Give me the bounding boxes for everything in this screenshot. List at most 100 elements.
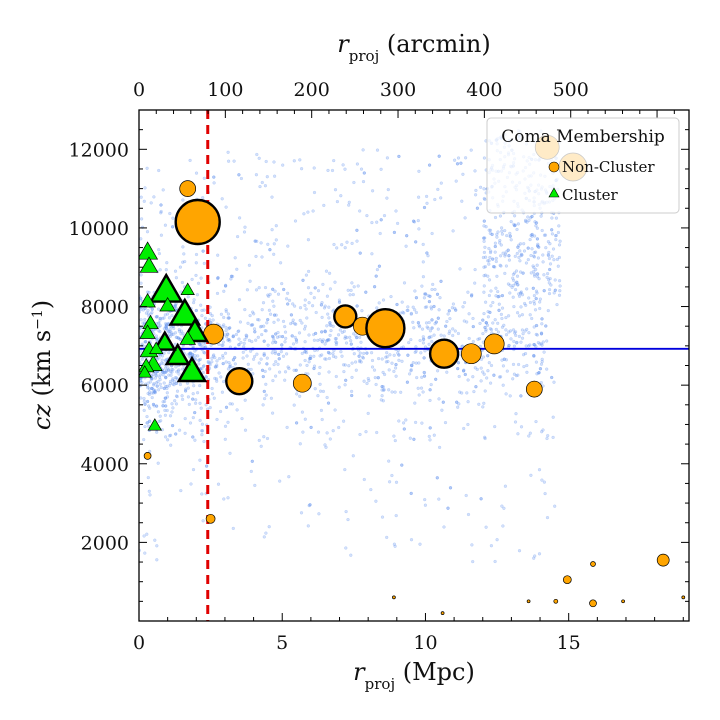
background-galaxy-point bbox=[441, 400, 445, 404]
background-galaxy-point bbox=[417, 393, 421, 397]
background-galaxy-point bbox=[247, 263, 251, 267]
background-galaxy-point bbox=[428, 426, 432, 430]
non-cluster-point bbox=[174, 198, 221, 246]
background-galaxy-point bbox=[342, 419, 346, 423]
background-galaxy-point bbox=[408, 372, 412, 376]
y-tick-label: 4000 bbox=[81, 454, 129, 476]
background-galaxy-point bbox=[274, 360, 278, 364]
background-galaxy-point bbox=[390, 473, 394, 478]
background-galaxy-point bbox=[496, 230, 500, 234]
background-galaxy-point bbox=[530, 316, 534, 321]
non-cluster-point bbox=[440, 611, 445, 615]
background-galaxy-point bbox=[409, 368, 413, 372]
background-galaxy-point bbox=[427, 336, 431, 340]
background-galaxy-point bbox=[335, 200, 339, 204]
background-galaxy-point bbox=[198, 401, 202, 405]
background-galaxy-point bbox=[507, 343, 511, 348]
legend: Coma Membership Non-Cluster Cluster bbox=[486, 117, 680, 214]
background-galaxy-point bbox=[358, 251, 362, 255]
background-galaxy-point bbox=[227, 316, 231, 320]
background-galaxy-point bbox=[200, 314, 204, 318]
background-galaxy-point bbox=[491, 300, 495, 305]
background-galaxy-point bbox=[325, 395, 329, 400]
background-galaxy-point bbox=[422, 371, 427, 375]
background-galaxy-point bbox=[253, 239, 257, 243]
background-galaxy-point bbox=[309, 291, 313, 295]
background-galaxy-point bbox=[150, 307, 154, 311]
background-galaxy-point bbox=[166, 366, 170, 370]
background-galaxy-point bbox=[504, 316, 508, 320]
background-galaxy-point bbox=[242, 230, 247, 234]
background-galaxy-point bbox=[262, 389, 266, 393]
background-galaxy-point bbox=[417, 227, 421, 231]
background-galaxy-point bbox=[333, 408, 337, 412]
background-galaxy-point bbox=[279, 350, 283, 354]
background-galaxy-point bbox=[422, 337, 426, 341]
background-galaxy-point bbox=[507, 314, 511, 318]
background-galaxy-point bbox=[507, 254, 511, 258]
background-galaxy-point bbox=[529, 216, 533, 220]
background-galaxy-point bbox=[293, 335, 297, 339]
background-galaxy-point bbox=[167, 368, 171, 372]
background-galaxy-point bbox=[145, 532, 149, 536]
background-galaxy-point bbox=[447, 331, 451, 335]
background-galaxy-point bbox=[413, 350, 417, 354]
background-galaxy-point bbox=[392, 353, 396, 357]
background-galaxy-point bbox=[294, 322, 298, 326]
background-galaxy-point bbox=[553, 278, 557, 282]
background-galaxy-point bbox=[203, 316, 207, 320]
background-galaxy-point bbox=[309, 356, 313, 360]
cluster-point bbox=[148, 341, 164, 354]
background-galaxy-point bbox=[178, 428, 182, 432]
background-galaxy-point bbox=[481, 355, 485, 359]
background-galaxy-point bbox=[423, 292, 427, 296]
background-galaxy-point bbox=[166, 438, 170, 442]
background-galaxy-point bbox=[457, 374, 461, 379]
background-galaxy-point bbox=[475, 367, 479, 371]
background-galaxy-point bbox=[163, 399, 167, 404]
background-galaxy-point bbox=[164, 370, 168, 374]
background-galaxy-point bbox=[168, 211, 172, 216]
background-galaxy-point bbox=[496, 290, 500, 294]
background-galaxy-point bbox=[154, 334, 158, 338]
background-galaxy-point bbox=[360, 309, 364, 313]
background-galaxy-point bbox=[436, 187, 440, 191]
background-galaxy-point bbox=[221, 340, 225, 344]
x-tick-label: 10 bbox=[413, 632, 437, 654]
background-galaxy-point bbox=[357, 354, 361, 358]
background-galaxy-point bbox=[168, 379, 173, 383]
background-galaxy-point bbox=[534, 289, 539, 293]
background-galaxy-point bbox=[538, 300, 542, 304]
background-galaxy-point bbox=[171, 216, 175, 220]
background-galaxy-point bbox=[475, 206, 479, 210]
background-galaxy-point bbox=[471, 375, 475, 379]
background-galaxy-point bbox=[177, 329, 181, 333]
background-galaxy-point bbox=[265, 362, 269, 366]
background-galaxy-point bbox=[418, 542, 422, 546]
background-galaxy-point bbox=[309, 356, 313, 360]
background-galaxy-point bbox=[483, 245, 487, 249]
background-galaxy-point bbox=[375, 220, 379, 224]
background-galaxy-point bbox=[545, 339, 549, 343]
background-galaxy-point bbox=[295, 392, 299, 396]
background-galaxy-point bbox=[189, 482, 193, 486]
background-galaxy-point bbox=[175, 307, 179, 311]
background-galaxy-point bbox=[198, 357, 202, 361]
background-galaxy-point bbox=[292, 368, 296, 372]
background-galaxy-point bbox=[174, 276, 178, 280]
background-galaxy-point bbox=[263, 329, 267, 333]
background-galaxy-point bbox=[194, 252, 199, 257]
background-galaxy-point bbox=[476, 337, 480, 341]
background-galaxy-point bbox=[158, 373, 162, 377]
background-galaxy-point bbox=[221, 356, 225, 360]
x-tick-label: 5 bbox=[276, 632, 288, 654]
background-galaxy-point bbox=[400, 463, 404, 467]
background-galaxy-point bbox=[222, 497, 226, 501]
background-galaxy-point bbox=[157, 321, 161, 325]
background-galaxy-point bbox=[392, 230, 396, 234]
background-galaxy-point bbox=[327, 370, 331, 374]
background-galaxy-point bbox=[550, 375, 554, 380]
background-galaxy-point bbox=[231, 358, 235, 362]
background-galaxy-point bbox=[261, 375, 265, 379]
background-galaxy-point bbox=[490, 232, 494, 236]
